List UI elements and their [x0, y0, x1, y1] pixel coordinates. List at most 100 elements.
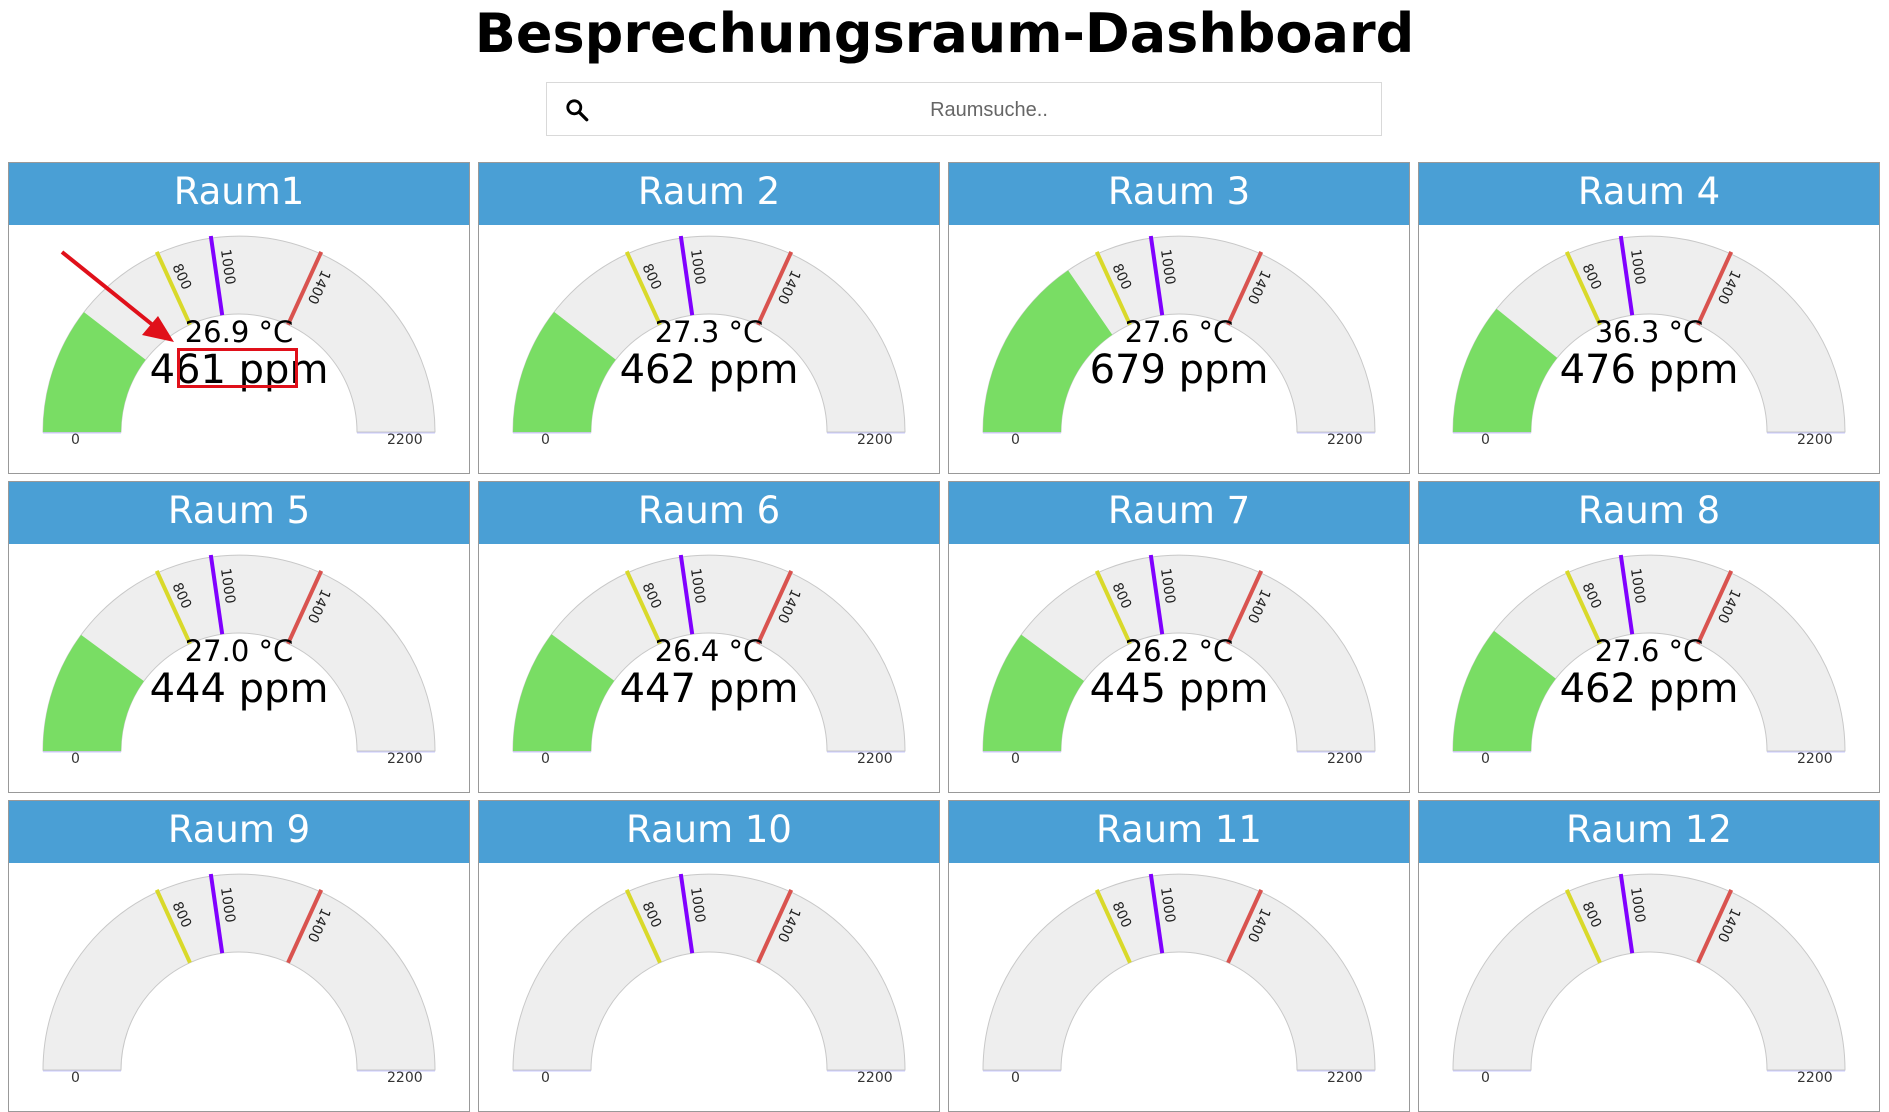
gauge-max-label: 2200 — [857, 751, 893, 767]
gauge-fill — [513, 634, 615, 751]
threshold-line-1000 — [1148, 554, 1165, 635]
threshold-label: 1000 — [217, 567, 238, 605]
gauge-min-label: 0 — [541, 1070, 550, 1086]
search-input[interactable] — [607, 91, 1371, 129]
threshold-line-1400 — [286, 570, 324, 645]
room-title: Raum 8 — [1419, 482, 1879, 544]
threshold-line-1400 — [756, 251, 794, 326]
threshold-line-1000 — [1148, 235, 1165, 316]
search-icon — [566, 99, 589, 122]
co2-ppm-value: 679 ppm — [1089, 347, 1269, 393]
threshold-line-1000 — [678, 235, 695, 316]
threshold-line-1000 — [1618, 235, 1635, 316]
room-card[interactable]: Raum 11 800 1000 1400 0 2200 — [948, 800, 1410, 1112]
room-title: Raum 12 — [1419, 801, 1879, 863]
gauge-min-label: 0 — [1481, 432, 1490, 448]
gauge-min-label: 0 — [1481, 1070, 1490, 1086]
gauge-max-label: 2200 — [1797, 432, 1833, 448]
gauge-max-label: 2200 — [387, 751, 423, 767]
room-card[interactable]: Raum 10 800 1000 1400 0 2200 — [478, 800, 940, 1112]
temperature-value: 27.3 °C — [654, 315, 764, 349]
threshold-line-800 — [154, 570, 192, 645]
gauge-max-label: 2200 — [857, 1070, 893, 1086]
gauge-min-label: 0 — [541, 432, 550, 448]
room-card[interactable]: Raum 2 800 1000 1400 27.3 °C 462 ppm 0 2200 — [478, 162, 940, 474]
gauge-max-label: 2200 — [1327, 751, 1363, 767]
threshold-line-800 — [1564, 570, 1602, 645]
search-box[interactable] — [546, 82, 1382, 136]
room-card[interactable]: Raum 6 800 1000 1400 26.4 °C 447 ppm 0 2200 — [478, 481, 940, 793]
annotation-highlight-box — [177, 348, 298, 388]
gauge-track — [42, 873, 436, 1071]
threshold-line-1000 — [208, 235, 225, 316]
gauge-min-label: 0 — [71, 751, 80, 767]
threshold-label: 1000 — [1627, 248, 1648, 286]
threshold-line-800 — [624, 570, 662, 645]
threshold-label: 1000 — [217, 248, 238, 286]
room-card[interactable]: Raum 4 800 1000 1400 36.3 °C 476 ppm 0 2200 — [1418, 162, 1880, 474]
gauge-max-label: 2200 — [1797, 751, 1833, 767]
temperature-value: 26.4 °C — [654, 634, 764, 668]
gauge-track — [512, 554, 906, 752]
gauge-max-label: 2200 — [1797, 1070, 1833, 1086]
threshold-line-1400 — [756, 570, 794, 645]
gauge-min-label: 0 — [71, 432, 80, 448]
threshold-line-1400 — [286, 251, 324, 326]
temperature-value: 26.2 °C — [1124, 634, 1234, 668]
room-card[interactable]: Raum 3 800 1000 1400 27.6 °C 679 ppm 0 2200 — [948, 162, 1410, 474]
co2-ppm-value: 447 ppm — [619, 666, 799, 712]
temperature-value: 27.0 °C — [184, 634, 294, 668]
gauge-fill — [43, 634, 144, 751]
gauge-max-label: 2200 — [387, 432, 423, 448]
threshold-line-800 — [154, 251, 192, 326]
annotation-arrow — [60, 250, 174, 342]
room-title: Raum 6 — [479, 482, 939, 544]
threshold-line-1400 — [1696, 570, 1734, 645]
gauge-fill — [1453, 630, 1556, 751]
threshold-label: 1000 — [1157, 248, 1178, 286]
gauge-track — [1452, 873, 1846, 1071]
gauge-track — [512, 235, 906, 433]
room-card[interactable]: Raum1 800 1000 1400 26.9 °C 461 ppm 0 2200 — [8, 162, 470, 474]
co2-ppm-value: 445 ppm — [1089, 666, 1269, 712]
gauge-max-label: 2200 — [857, 432, 893, 448]
threshold-line-1400 — [1696, 251, 1734, 326]
room-card[interactable]: Raum 5 800 1000 1400 27.0 °C 444 ppm 0 2200 — [8, 481, 470, 793]
room-title: Raum 9 — [9, 801, 469, 863]
room-title: Raum 4 — [1419, 163, 1879, 225]
gauge-track — [982, 554, 1376, 752]
room-card[interactable]: Raum 12 800 1000 1400 0 2200 — [1418, 800, 1880, 1112]
co2-ppm-value: 476 ppm — [1559, 347, 1739, 393]
gauge-fill — [1453, 308, 1558, 432]
room-title: Raum 2 — [479, 163, 939, 225]
threshold-line-800 — [1094, 251, 1132, 326]
room-card[interactable]: Raum 7 800 1000 1400 26.2 °C 445 ppm 0 2200 — [948, 481, 1410, 793]
threshold-line-1000 — [1618, 554, 1635, 635]
room-card[interactable]: Raum 8 800 1000 1400 27.6 °C 462 ppm 0 2200 — [1418, 481, 1880, 793]
gauge-fill — [43, 312, 146, 432]
temperature-value: 36.3 °C — [1594, 315, 1704, 349]
co2-ppm-value: 462 ppm — [619, 347, 799, 393]
threshold-label: 1000 — [687, 248, 708, 286]
gauge-fill — [983, 270, 1113, 432]
threshold-label: 1000 — [1157, 567, 1178, 605]
threshold-label: 1000 — [1627, 567, 1648, 605]
room-title: Raum 5 — [9, 482, 469, 544]
gauge-min-label: 0 — [71, 1070, 80, 1086]
room-title: Raum 3 — [949, 163, 1409, 225]
gauge-min-label: 0 — [541, 751, 550, 767]
temperature-value: 27.6 °C — [1124, 315, 1234, 349]
gauge-min-label: 0 — [1481, 751, 1490, 767]
room-grid: Raum1 800 1000 1400 26.9 °C 461 ppm 0 2200 Raum … — [8, 162, 1880, 1112]
temperature-value: 26.9 °C — [184, 315, 294, 349]
gauge-track — [42, 554, 436, 752]
threshold-label: 1000 — [687, 567, 708, 605]
room-card[interactable]: Raum 9 800 1000 1400 0 2200 — [8, 800, 470, 1112]
threshold-line-800 — [624, 251, 662, 326]
